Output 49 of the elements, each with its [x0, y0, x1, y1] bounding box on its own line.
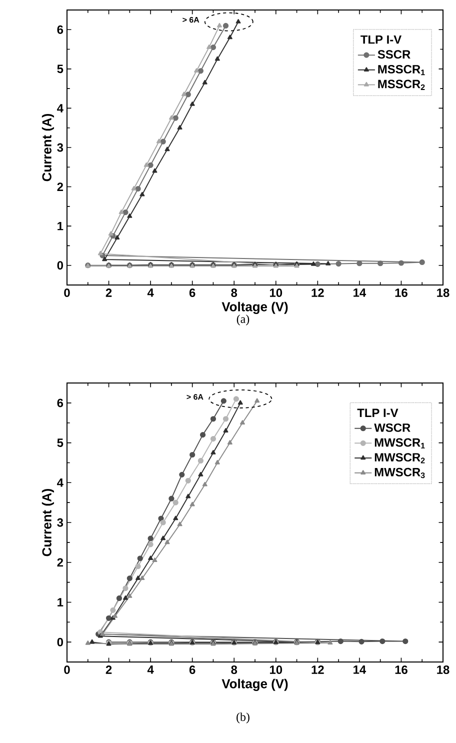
x-tick-label: 4: [147, 666, 154, 674]
x-tick-label: 16: [395, 666, 408, 674]
y-tick-label: 4: [57, 104, 64, 112]
y-axis-title: Current (A): [42, 114, 54, 182]
x-tick-label: 10: [270, 288, 282, 297]
y-tick-label: 6: [57, 25, 64, 34]
y-axis-title: Current (A): [42, 488, 54, 556]
legend-label: SSCR: [378, 50, 410, 59]
legend-label: MSSCR$_{2}$: [378, 80, 425, 90]
x-axis-title: Voltage (V): [222, 302, 288, 314]
y-tick-label: 5: [57, 438, 64, 447]
x-tick-label: 14: [354, 288, 366, 297]
y-tick-label: 3: [57, 143, 64, 152]
y-tick-label: 1: [58, 598, 64, 606]
y-tick-label: 0: [57, 261, 63, 270]
x-tick-label: 18: [437, 666, 450, 674]
x-tick-label: 6: [189, 288, 196, 297]
legend-label: MWSCR$_{1}$: [374, 438, 425, 448]
x-tick-label: 16: [395, 288, 408, 297]
y-tick-label: 2: [57, 558, 64, 567]
x-tick-label: 14: [354, 666, 366, 674]
y-tick-label: 5: [57, 64, 64, 74]
y-tick-label: 6: [57, 398, 64, 408]
y-tick-label: 0: [57, 638, 63, 646]
x-tick-label: 2: [106, 288, 112, 297]
y-tick-label: 3: [57, 518, 64, 527]
legend-label: MWSCR$_{3}$: [374, 468, 425, 478]
x-tick-label: 12: [312, 288, 324, 297]
x-tick-label: 2: [106, 666, 112, 674]
x-tick-label: 8: [231, 288, 238, 297]
legend-label: WSCR: [374, 423, 410, 432]
legend-label: MSSCR$_{1}$: [378, 64, 425, 76]
y-tick-label: 1: [58, 222, 64, 230]
x-tick-label: 6: [189, 666, 196, 674]
x-tick-label: 18: [437, 288, 450, 297]
y-tick-label: 2: [57, 182, 64, 191]
x-axis-title: Voltage (V): [222, 678, 288, 691]
x-tick-label: 12: [312, 666, 324, 674]
x-tick-label: 10: [270, 666, 282, 674]
x-tick-label: 8: [231, 666, 238, 674]
legend-label: MWSCR$_{2}$: [374, 453, 425, 464]
legend-title: TLP I-V: [357, 408, 398, 417]
x-tick-label: 0: [64, 666, 70, 674]
legend-title: TLP I-V: [360, 35, 402, 44]
y-tick-label: 4: [57, 478, 64, 487]
x-tick-label: 0: [64, 288, 70, 297]
x-tick-label: 4: [147, 288, 154, 297]
text: (a): [236, 314, 250, 326]
text: (b): [236, 712, 250, 724]
